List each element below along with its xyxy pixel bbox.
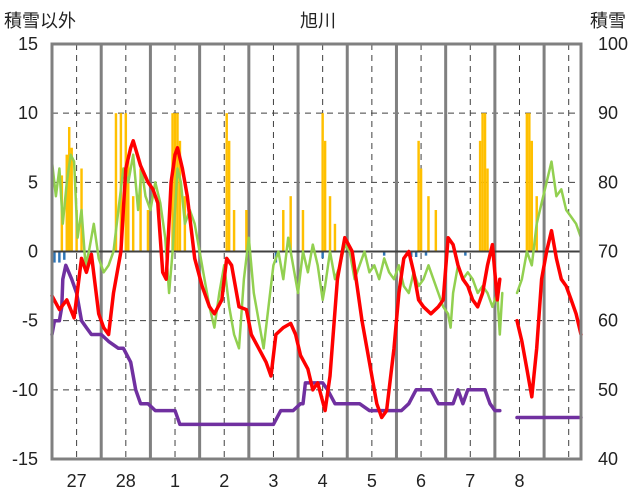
- right-tick-label: 60: [598, 311, 618, 331]
- humidity-line-line: [50, 153, 504, 350]
- right-tick-label: 40: [598, 449, 618, 469]
- snowfall-bar: [232, 210, 236, 252]
- left-tick-label: 0: [28, 242, 38, 262]
- x-tick-label: 5: [367, 471, 377, 491]
- left-tick-label: -15: [12, 449, 38, 469]
- left-tick-label: 10: [18, 103, 38, 123]
- snowfall-bar: [328, 196, 332, 252]
- snowfall-bar: [227, 140, 231, 252]
- snowfall-bar: [434, 210, 438, 252]
- snowfall-bar: [481, 113, 484, 252]
- x-tick-label: 1: [170, 471, 180, 491]
- snowfall-bar: [321, 113, 324, 252]
- right-tick-label: 50: [598, 380, 618, 400]
- precip-bar: [53, 251, 56, 263]
- plot-frame: [50, 42, 583, 461]
- snowfall-bar: [301, 210, 305, 252]
- snowfall-bar: [530, 140, 534, 252]
- snowfall-bar: [225, 113, 228, 252]
- precip-bar: [414, 251, 418, 258]
- left-axis-label: 積雪以外: [4, 11, 76, 32]
- snowfall-bar: [139, 168, 142, 252]
- right-tick-label: 80: [598, 172, 618, 192]
- left-tick-label: -10: [12, 380, 38, 400]
- snowfall-bar: [528, 113, 531, 252]
- precip-bar: [321, 251, 324, 259]
- x-tick-label: 3: [268, 471, 278, 491]
- precip-bar: [63, 251, 66, 260]
- x-tick-label: 4: [318, 471, 328, 491]
- snowfall-bar: [333, 223, 337, 252]
- precip-bar: [58, 251, 61, 263]
- snowfall-bar: [419, 168, 423, 252]
- temperature-day8-line: [515, 228, 583, 399]
- snowfall-bar: [245, 210, 248, 252]
- snowfall-bar: [65, 154, 68, 252]
- precip-bar: [464, 251, 467, 256]
- snowfall-bar: [525, 113, 529, 252]
- humidity-line-day8-line: [515, 160, 583, 295]
- snowfall-bar: [67, 127, 71, 252]
- right-tick-label: 100: [598, 34, 628, 54]
- left-tick-label: 15: [18, 34, 38, 54]
- precip-bar: [382, 251, 386, 256]
- snowfall-bar: [427, 196, 430, 252]
- snowfall-bar: [483, 113, 487, 252]
- x-tick-label: 7: [465, 471, 475, 491]
- x-tick-label: 28: [116, 471, 136, 491]
- snowfall-bar: [70, 147, 73, 252]
- temperature-line: [50, 139, 502, 420]
- left-tick-label: -5: [22, 311, 38, 331]
- right-tick-labels: 100 90 80 70 60 50 40: [598, 34, 628, 469]
- x-tick-labels: 27 28 1 2 3 4 5 6 7 8: [67, 471, 525, 491]
- snowfall-bar: [173, 113, 177, 252]
- right-tick-label: 70: [598, 242, 618, 262]
- snowfall-bar: [146, 210, 150, 252]
- x-tick-label: 27: [67, 471, 87, 491]
- right-tick-label: 90: [598, 103, 618, 123]
- snowfall-bar: [417, 140, 420, 252]
- snowfall-bar: [289, 196, 292, 252]
- snowfall-bar: [127, 154, 130, 252]
- snowfall-bar: [114, 113, 118, 252]
- x-tick-label: 6: [416, 471, 426, 491]
- left-tick-labels: 15 10 5 0 -5 -10 -15: [12, 34, 38, 469]
- right-axis-label: 積雪: [590, 11, 626, 32]
- snowfall-bar: [178, 140, 182, 252]
- chart-title: 旭川: [300, 11, 336, 32]
- line-series: [50, 139, 583, 427]
- snowfall-bar: [486, 168, 489, 252]
- snowfall-bar: [478, 140, 482, 252]
- snowfall-bar: [131, 196, 135, 252]
- x-tick-label: 8: [514, 471, 524, 491]
- left-tick-label: 5: [28, 172, 38, 192]
- snow-depth-line: [50, 263, 502, 427]
- x-tick-label: 2: [219, 471, 229, 491]
- snowfall-bar: [282, 210, 285, 252]
- precip-bar: [424, 251, 428, 256]
- snowfall-bar: [323, 140, 327, 252]
